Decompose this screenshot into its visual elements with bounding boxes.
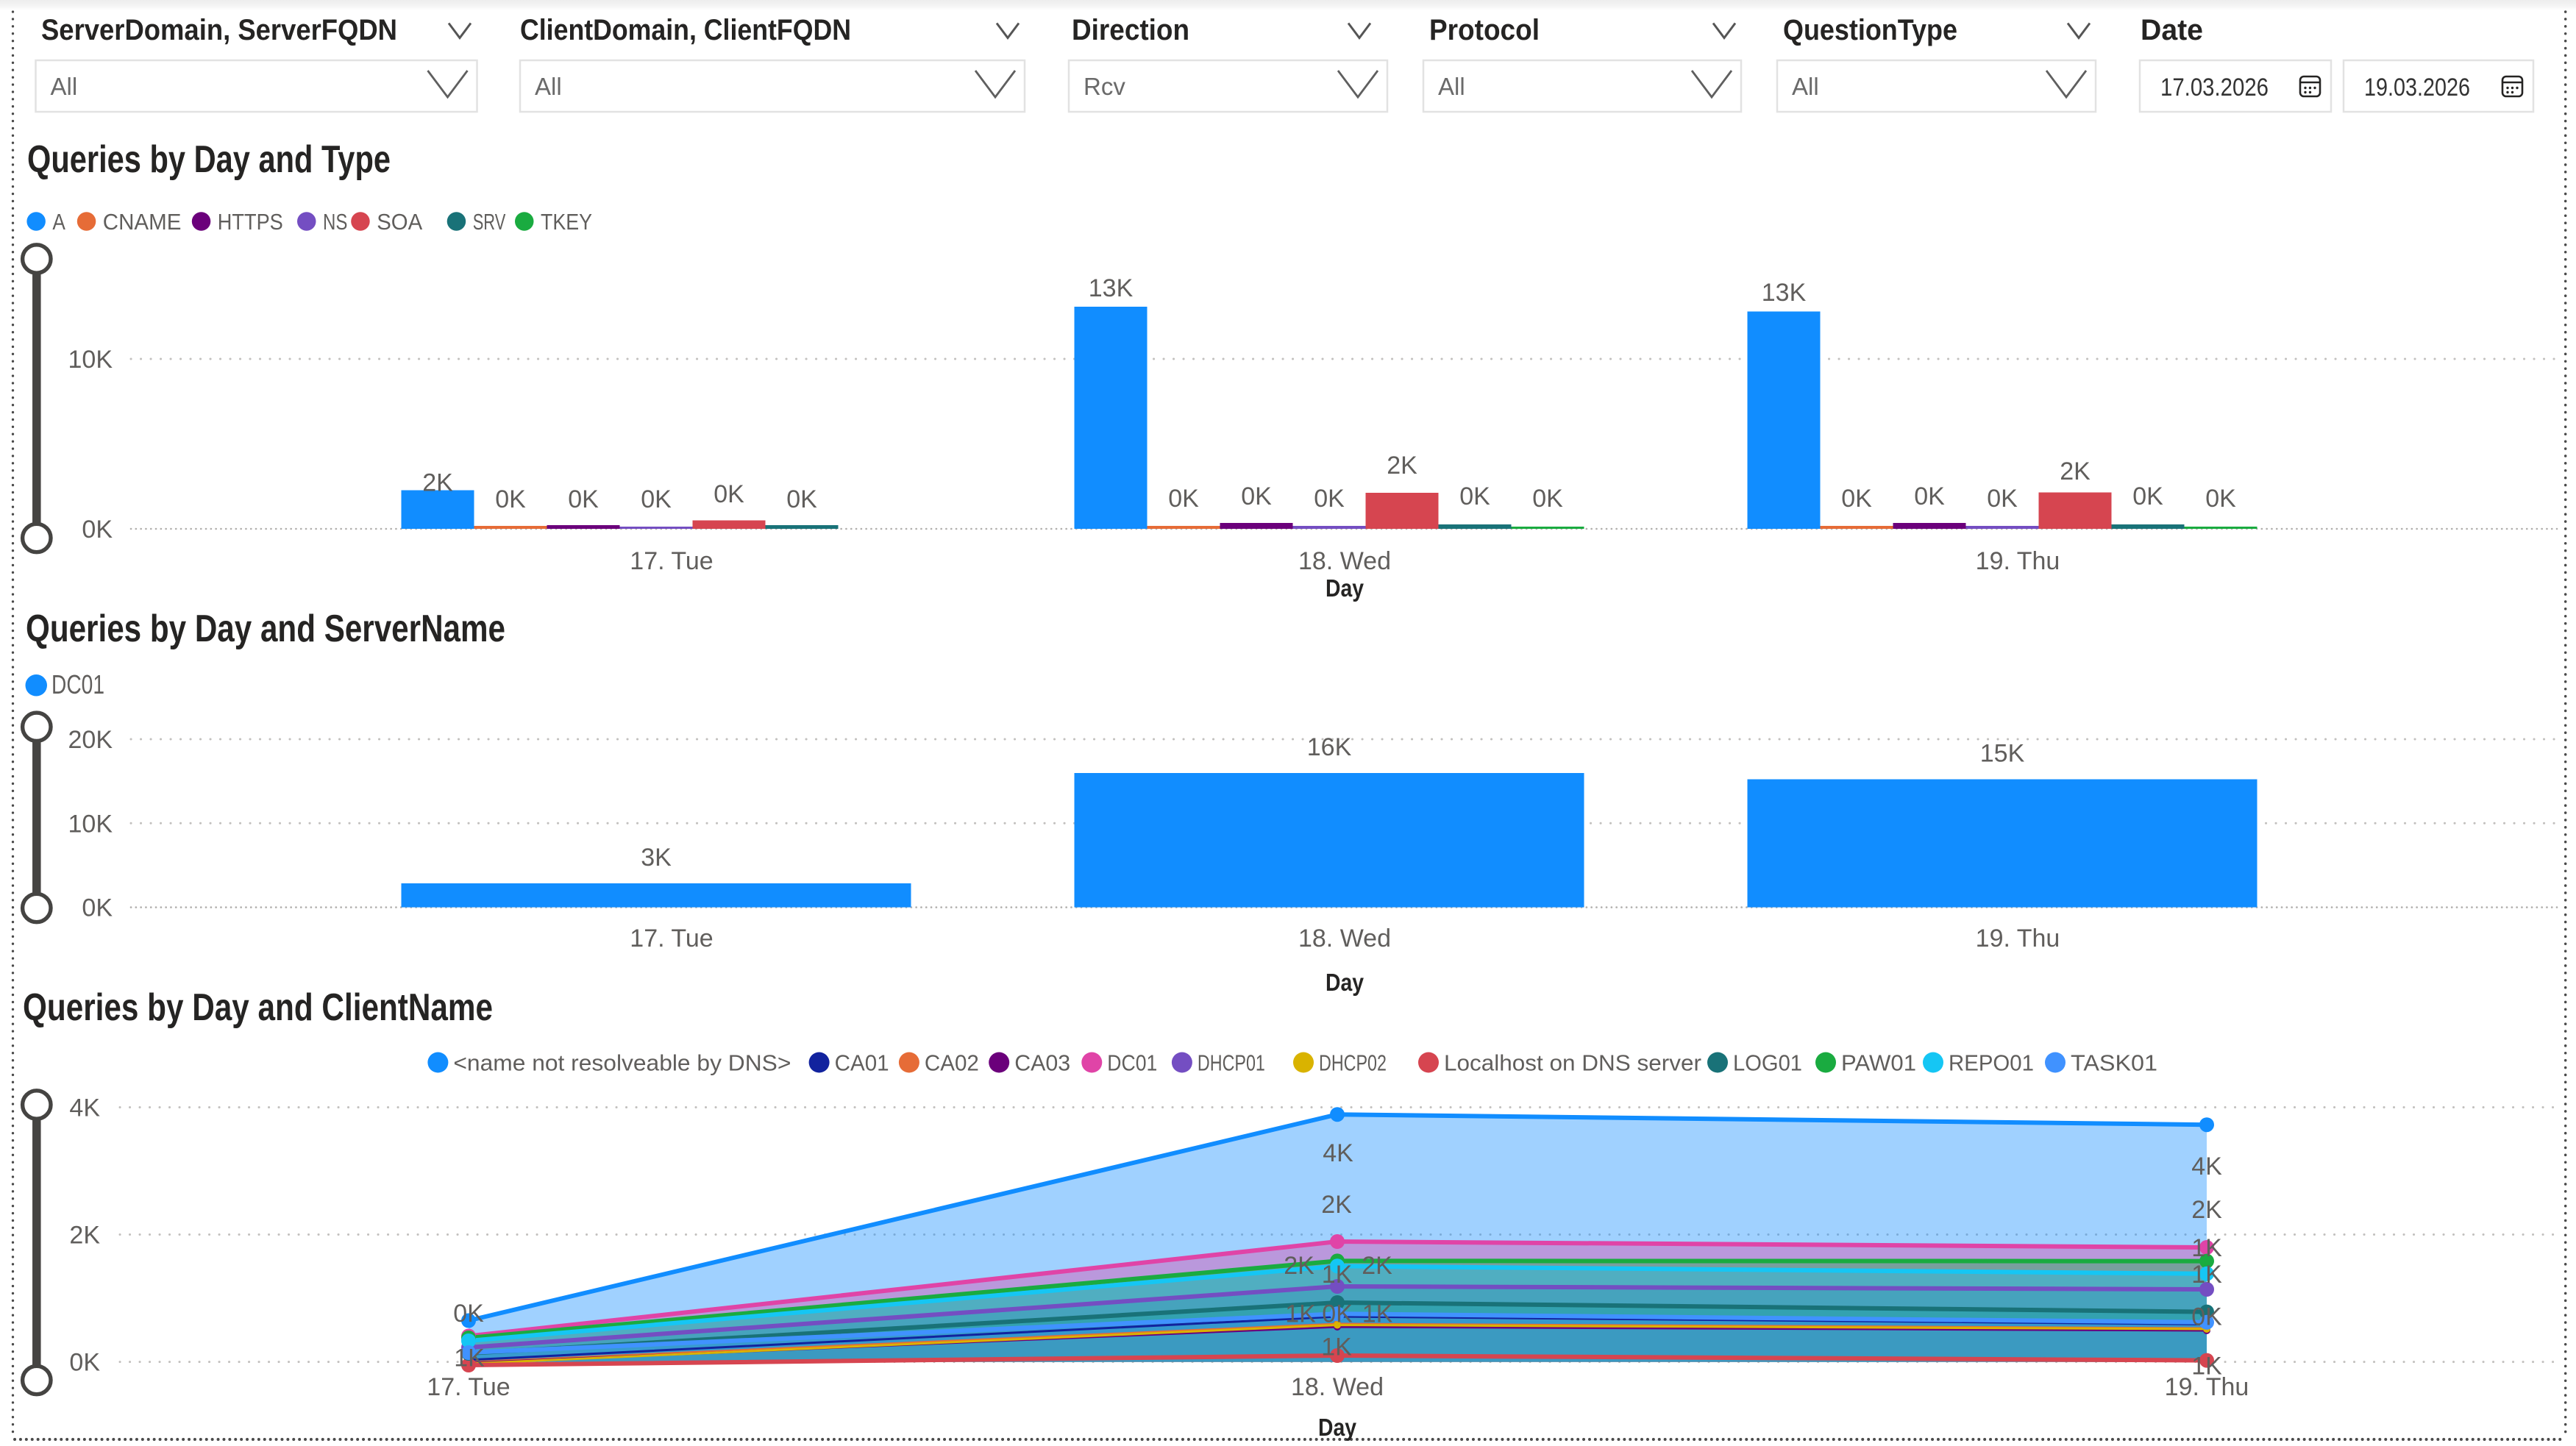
svg-text:0K: 0K xyxy=(1459,482,1490,510)
svg-text:1K: 1K xyxy=(1321,1333,1352,1361)
svg-text:PAW01: PAW01 xyxy=(1841,1050,1916,1076)
svg-text:Day: Day xyxy=(1326,969,1365,996)
svg-text:1K: 1K xyxy=(2191,1261,2222,1289)
svg-text:0K: 0K xyxy=(1241,482,1272,510)
svg-text:0K: 0K xyxy=(1314,485,1345,513)
svg-text:0K: 0K xyxy=(2132,482,2163,510)
svg-text:1K: 1K xyxy=(2191,1353,2222,1381)
svg-text:Date: Date xyxy=(2141,14,2203,46)
svg-text:4K: 4K xyxy=(2191,1153,2222,1180)
svg-text:4K: 4K xyxy=(1323,1139,1353,1167)
svg-text:LOG01: LOG01 xyxy=(1733,1050,1802,1076)
svg-text:Day: Day xyxy=(1326,574,1365,602)
svg-text:0K: 0K xyxy=(714,480,744,508)
svg-text:0K: 0K xyxy=(2191,1303,2222,1331)
svg-text:19. Thu: 19. Thu xyxy=(1976,925,2060,952)
svg-text:0K: 0K xyxy=(1532,485,1563,513)
svg-text:DHCP02: DHCP02 xyxy=(1319,1050,1387,1076)
svg-text:17. Tue: 17. Tue xyxy=(427,1373,510,1401)
svg-text:A: A xyxy=(52,209,65,235)
svg-text:All: All xyxy=(51,73,78,100)
svg-text:2K: 2K xyxy=(69,1222,100,1250)
svg-text:SOA: SOA xyxy=(377,209,422,235)
svg-text:QuestionType: QuestionType xyxy=(1783,14,1957,46)
svg-text:0K: 0K xyxy=(641,485,672,513)
svg-text:0K: 0K xyxy=(82,516,113,544)
svg-text:Protocol: Protocol xyxy=(1429,14,1540,46)
svg-text:NS: NS xyxy=(323,209,347,235)
svg-text:DC01: DC01 xyxy=(1107,1050,1157,1076)
svg-text:0K: 0K xyxy=(82,894,113,922)
svg-text:ServerDomain, ServerFQDN: ServerDomain, ServerFQDN xyxy=(41,14,397,46)
svg-text:CA01: CA01 xyxy=(835,1050,889,1076)
svg-text:REPO01: REPO01 xyxy=(1949,1050,2034,1076)
svg-text:2K: 2K xyxy=(1387,452,1417,480)
svg-text:CNAME: CNAME xyxy=(103,209,182,235)
svg-text:2K: 2K xyxy=(422,469,453,497)
svg-text:10K: 10K xyxy=(68,346,113,374)
svg-text:2K: 2K xyxy=(1362,1252,1392,1280)
svg-text:20K: 20K xyxy=(68,726,113,754)
svg-text:TASK01: TASK01 xyxy=(2071,1050,2157,1076)
svg-text:1K: 1K xyxy=(454,1345,485,1372)
svg-text:TKEY: TKEY xyxy=(541,209,592,235)
svg-text:19.03.2026: 19.03.2026 xyxy=(2364,74,2470,101)
svg-text:0K: 0K xyxy=(69,1349,100,1377)
svg-text:Day: Day xyxy=(1318,1414,1357,1441)
svg-text:CA02: CA02 xyxy=(925,1050,979,1076)
svg-text:CA03: CA03 xyxy=(1014,1050,1070,1076)
svg-text:0K: 0K xyxy=(1914,482,1945,510)
svg-text:Queries by Day and Type: Queries by Day and Type xyxy=(27,138,391,181)
svg-text:DHCP01: DHCP01 xyxy=(1198,1050,1265,1076)
svg-text:1K: 1K xyxy=(1322,1261,1353,1289)
svg-text:ClientDomain, ClientFQDN: ClientDomain, ClientFQDN xyxy=(520,14,851,46)
svg-text:DC01: DC01 xyxy=(51,669,104,699)
svg-text:Direction: Direction xyxy=(1072,14,1189,46)
svg-text:HTTPS: HTTPS xyxy=(218,209,283,235)
svg-text:17. Tue: 17. Tue xyxy=(630,547,713,575)
svg-text:<name not resolveable by DNS>: <name not resolveable by DNS> xyxy=(453,1050,791,1076)
svg-text:0K: 0K xyxy=(1841,485,1872,513)
svg-text:18. Wed: 18. Wed xyxy=(1298,547,1391,575)
svg-text:15K: 15K xyxy=(1980,740,2025,768)
svg-text:0K: 0K xyxy=(495,485,526,513)
svg-text:0K: 0K xyxy=(1168,485,1199,513)
svg-text:0K: 0K xyxy=(2205,485,2236,513)
svg-text:18. Wed: 18. Wed xyxy=(1298,925,1391,952)
svg-text:All: All xyxy=(535,73,562,100)
svg-text:2K: 2K xyxy=(1284,1252,1314,1280)
svg-text:0K: 0K xyxy=(1322,1300,1353,1328)
svg-text:19. Thu: 19. Thu xyxy=(2165,1373,2249,1401)
svg-text:13K: 13K xyxy=(1089,274,1134,302)
svg-text:2K: 2K xyxy=(1321,1191,1352,1219)
svg-text:Rcv: Rcv xyxy=(1084,73,1125,100)
svg-text:10K: 10K xyxy=(68,810,113,838)
svg-text:Queries by Day and ServerName: Queries by Day and ServerName xyxy=(26,608,505,650)
svg-text:Localhost on DNS server: Localhost on DNS server xyxy=(1444,1050,1701,1076)
svg-text:All: All xyxy=(1792,73,1819,100)
svg-text:17. Tue: 17. Tue xyxy=(630,925,713,952)
svg-text:19. Thu: 19. Thu xyxy=(1976,547,2060,575)
svg-text:17.03.2026: 17.03.2026 xyxy=(2160,74,2269,101)
svg-text:SRV: SRV xyxy=(473,209,506,235)
svg-text:1K: 1K xyxy=(2191,1234,2222,1262)
svg-text:1K: 1K xyxy=(1362,1300,1393,1328)
svg-text:2K: 2K xyxy=(2191,1196,2222,1224)
svg-text:0K: 0K xyxy=(1987,485,2018,513)
svg-text:Queries by Day and ClientName: Queries by Day and ClientName xyxy=(23,986,493,1029)
svg-text:0K: 0K xyxy=(568,485,599,513)
svg-text:3K: 3K xyxy=(641,844,672,872)
svg-text:4K: 4K xyxy=(69,1094,100,1122)
svg-text:All: All xyxy=(1438,73,1465,100)
svg-text:18. Wed: 18. Wed xyxy=(1291,1373,1384,1401)
svg-text:2K: 2K xyxy=(2060,457,2091,485)
svg-text:16K: 16K xyxy=(1307,733,1352,761)
svg-text:13K: 13K xyxy=(1762,279,1807,307)
svg-text:1K: 1K xyxy=(1285,1300,1316,1328)
svg-text:0K: 0K xyxy=(453,1300,484,1328)
svg-text:0K: 0K xyxy=(786,485,817,513)
